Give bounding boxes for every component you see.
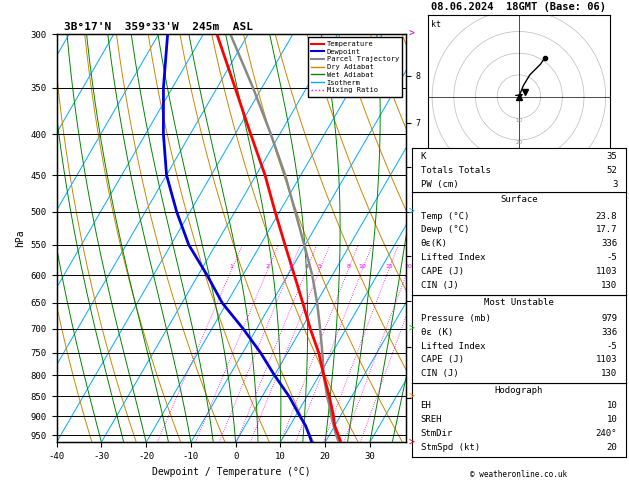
Text: -5: -5 [606, 253, 617, 262]
Text: Hodograph: Hodograph [495, 385, 543, 395]
Text: 979: 979 [601, 314, 617, 323]
Text: >: > [409, 207, 415, 217]
Text: km
ASL: km ASL [433, 231, 453, 245]
Text: 15: 15 [385, 264, 392, 269]
Text: CIN (J): CIN (J) [421, 369, 458, 378]
Legend: Temperature, Dewpoint, Parcel Trajectory, Dry Adiabat, Wet Adiabat, Isotherm, Mi: Temperature, Dewpoint, Parcel Trajectory… [308, 37, 402, 97]
Text: 52: 52 [606, 166, 617, 175]
Text: 08.06.2024  18GMT (Base: 06): 08.06.2024 18GMT (Base: 06) [431, 2, 606, 12]
Text: CIN (J): CIN (J) [421, 281, 458, 290]
Text: 35: 35 [606, 152, 617, 161]
Text: 4: 4 [305, 264, 309, 269]
Text: 20: 20 [606, 443, 617, 452]
X-axis label: Dewpoint / Temperature (°C): Dewpoint / Temperature (°C) [152, 467, 311, 477]
Text: 10: 10 [606, 401, 617, 410]
Text: K: K [421, 152, 426, 161]
Text: 5: 5 [318, 264, 322, 269]
Text: 240°: 240° [596, 429, 617, 438]
Text: 3B°17'N  359°33'W  245m  ASL: 3B°17'N 359°33'W 245m ASL [64, 22, 253, 32]
Text: Dewp (°C): Dewp (°C) [421, 226, 469, 234]
Text: 1: 1 [230, 264, 234, 269]
Text: 20: 20 [404, 264, 412, 269]
Text: 10: 10 [515, 118, 523, 123]
Text: EH: EH [421, 401, 431, 410]
Text: -5: -5 [606, 342, 617, 350]
Text: 2: 2 [266, 264, 270, 269]
Text: 1103: 1103 [596, 355, 617, 364]
Text: 1103: 1103 [596, 267, 617, 276]
Text: 3: 3 [288, 264, 292, 269]
Text: 130: 130 [601, 281, 617, 290]
Text: Pressure (mb): Pressure (mb) [421, 314, 491, 323]
Text: 25: 25 [420, 264, 428, 269]
Text: PW (cm): PW (cm) [421, 180, 458, 189]
Text: StmDir: StmDir [421, 429, 453, 438]
Text: 8: 8 [347, 264, 350, 269]
Text: 336: 336 [601, 328, 617, 337]
Text: Temp (°C): Temp (°C) [421, 211, 469, 221]
Text: Lifted Index: Lifted Index [421, 253, 485, 262]
Text: 10: 10 [606, 416, 617, 424]
Text: >: > [409, 29, 415, 39]
Text: θε (K): θε (K) [421, 328, 453, 337]
Text: 336: 336 [601, 239, 617, 248]
Text: Totals Totals: Totals Totals [421, 166, 491, 175]
Text: StmSpd (kt): StmSpd (kt) [421, 443, 480, 452]
Text: θε(K): θε(K) [421, 239, 447, 248]
Text: Mixing Ratio (g/kg): Mixing Ratio (g/kg) [413, 194, 421, 282]
Text: Surface: Surface [500, 195, 538, 205]
Text: >: > [409, 391, 415, 401]
Text: 10: 10 [359, 264, 367, 269]
Text: 130: 130 [601, 369, 617, 378]
Text: Lifted Index: Lifted Index [421, 342, 485, 350]
Text: CAPE (J): CAPE (J) [421, 267, 464, 276]
Text: 30: 30 [515, 162, 523, 167]
Text: © weatheronline.co.uk: © weatheronline.co.uk [470, 469, 567, 479]
Text: 23.8: 23.8 [596, 211, 617, 221]
Text: >: > [409, 324, 415, 334]
Text: 20: 20 [515, 140, 523, 145]
Text: CAPE (J): CAPE (J) [421, 355, 464, 364]
Text: >: > [409, 437, 415, 447]
Text: SREH: SREH [421, 416, 442, 424]
Text: 17.7: 17.7 [596, 226, 617, 234]
Text: kt: kt [431, 20, 442, 30]
Text: Most Unstable: Most Unstable [484, 298, 554, 307]
Text: 3: 3 [612, 180, 617, 189]
Y-axis label: hPa: hPa [15, 229, 25, 247]
